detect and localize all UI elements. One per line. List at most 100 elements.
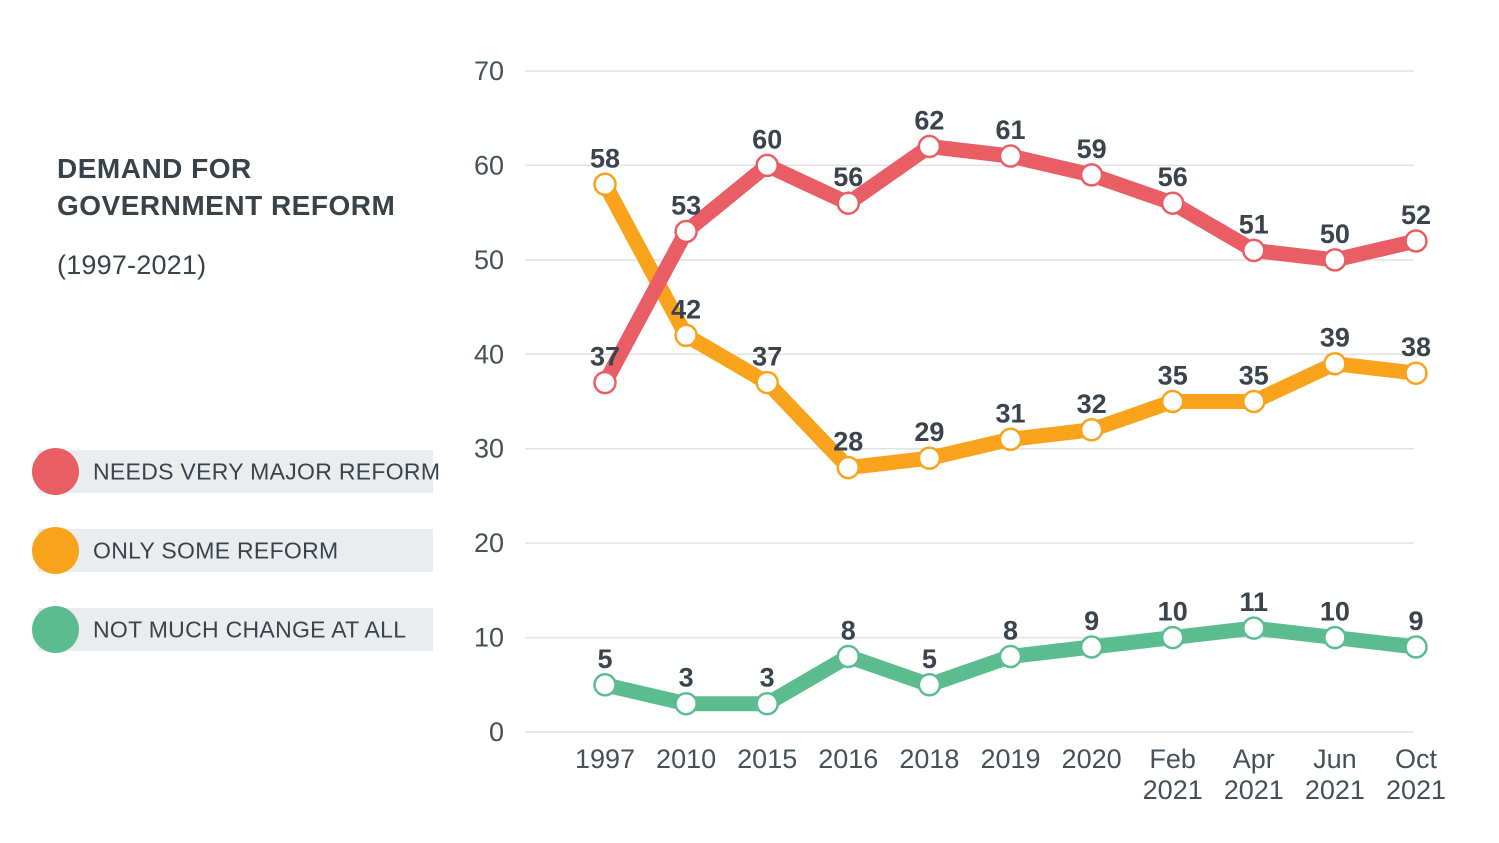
data-label-only-some-reform-2016: 28 xyxy=(833,427,863,457)
data-label-needs-very-major-reform-2015: 60 xyxy=(752,124,782,154)
y-axis-tick-70: 70 xyxy=(474,56,504,86)
data-marker-only-some-reform-2015 xyxy=(755,370,779,395)
data-label-not-much-change-at-all-2019: 8 xyxy=(1003,616,1018,646)
y-axis-tick-0: 0 xyxy=(489,717,504,747)
data-marker-only-some-reform-apr-2021 xyxy=(1242,389,1266,414)
data-marker-needs-very-major-reform-feb-2021 xyxy=(1160,191,1185,215)
data-label-only-some-reform-2019: 31 xyxy=(995,398,1025,428)
data-marker-needs-very-major-reform-oct-2021 xyxy=(1404,229,1428,253)
y-axis-tick-40: 40 xyxy=(474,339,504,369)
data-label-needs-very-major-reform-feb-2021: 56 xyxy=(1158,162,1188,192)
x-axis-label-feb-2021: Feb 2021 xyxy=(1143,744,1203,805)
legend-swatch-orange-circle xyxy=(32,527,79,574)
y-axis-tick-20: 20 xyxy=(474,528,504,558)
legend: NEEDS VERY MAJOR REFORM ONLY SOME REFORM… xyxy=(32,448,440,685)
data-marker-only-some-reform-1997 xyxy=(593,172,617,197)
data-label-only-some-reform-2018: 29 xyxy=(914,417,944,447)
data-marker-only-some-reform-jun-2021 xyxy=(1323,351,1347,376)
data-label-only-some-reform-oct-2021: 38 xyxy=(1401,332,1431,362)
legend-swatch-red-circle xyxy=(32,448,79,495)
data-marker-not-much-change-at-all-2020 xyxy=(1079,635,1104,659)
y-axis-tick-30: 30 xyxy=(474,434,504,464)
data-marker-needs-very-major-reform-2019 xyxy=(998,144,1023,168)
legend-label-background xyxy=(38,450,433,493)
data-label-not-much-change-at-all-2010: 3 xyxy=(679,663,694,693)
legend-swatch-green-circle xyxy=(32,606,79,653)
x-axis-label-2020: 2020 xyxy=(1062,744,1122,774)
legend-label-background xyxy=(38,529,433,572)
x-axis-label-1997: 1997 xyxy=(575,744,635,774)
data-label-only-some-reform-2020: 32 xyxy=(1077,389,1107,419)
data-label-not-much-change-at-all-2015: 3 xyxy=(760,663,775,693)
data-marker-only-some-reform-2016 xyxy=(836,455,861,480)
data-marker-not-much-change-at-all-2015 xyxy=(755,691,779,716)
data-marker-not-much-change-at-all-feb-2021 xyxy=(1160,625,1185,650)
data-label-only-some-reform-apr-2021: 35 xyxy=(1239,361,1269,391)
legend-item-only-some-reform: ONLY SOME REFORM xyxy=(32,527,433,574)
data-marker-not-much-change-at-all-2010 xyxy=(674,691,698,716)
data-marker-needs-very-major-reform-2016 xyxy=(836,191,861,215)
data-marker-only-some-reform-2018 xyxy=(917,446,942,470)
data-label-needs-very-major-reform-oct-2021: 52 xyxy=(1401,200,1431,230)
data-marker-needs-very-major-reform-2018 xyxy=(917,134,942,159)
x-axis-label-2018: 2018 xyxy=(899,744,959,774)
y-axis-tick-50: 50 xyxy=(474,245,504,275)
data-label-not-much-change-at-all-oct-2021: 9 xyxy=(1408,606,1423,636)
data-label-needs-very-major-reform-jun-2021: 50 xyxy=(1320,219,1350,249)
x-axis-label-2010: 2010 xyxy=(656,744,716,774)
y-axis-tick-10: 10 xyxy=(474,623,504,653)
data-marker-needs-very-major-reform-jun-2021 xyxy=(1323,248,1347,272)
data-marker-needs-very-major-reform-apr-2021 xyxy=(1242,238,1266,263)
data-marker-needs-very-major-reform-1997 xyxy=(593,370,617,395)
data-label-not-much-change-at-all-2016: 8 xyxy=(841,616,856,646)
x-axis-label-oct-2021: Oct 2021 xyxy=(1386,744,1446,805)
data-marker-not-much-change-at-all-2016 xyxy=(836,644,861,669)
data-label-needs-very-major-reform-2019: 61 xyxy=(995,115,1025,145)
x-axis-label-2016: 2016 xyxy=(818,744,878,774)
data-marker-not-much-change-at-all-apr-2021 xyxy=(1242,616,1266,640)
data-marker-not-much-change-at-all-1997 xyxy=(593,673,617,697)
data-marker-not-much-change-at-all-jun-2021 xyxy=(1323,625,1347,650)
data-marker-needs-very-major-reform-2020 xyxy=(1079,163,1104,187)
data-label-only-some-reform-1997: 58 xyxy=(590,143,620,173)
legend-label-background xyxy=(38,608,433,651)
data-label-only-some-reform-feb-2021: 35 xyxy=(1158,361,1188,391)
data-marker-not-much-change-at-all-2018 xyxy=(917,673,942,697)
series-line-needs-very-major-reform xyxy=(597,139,1424,391)
header: DEMAND FOR GOVERNMENT REFORM (1997-2021) xyxy=(57,150,427,280)
data-label-needs-very-major-reform-2020: 59 xyxy=(1077,134,1107,164)
chart-title: DEMAND FOR GOVERNMENT REFORM xyxy=(57,153,396,221)
x-axis-label-2015: 2015 xyxy=(737,744,797,774)
x-axis-label-jun-2021: Jun 2021 xyxy=(1305,744,1365,805)
legend-item-needs-very-major-reform: NEEDS VERY MAJOR REFORM xyxy=(32,448,440,495)
data-marker-only-some-reform-2020 xyxy=(1079,418,1104,442)
data-marker-needs-very-major-reform-2015 xyxy=(755,153,779,178)
legend-label: ONLY SOME REFORM xyxy=(93,537,339,563)
data-label-only-some-reform-jun-2021: 39 xyxy=(1320,323,1350,353)
data-marker-not-much-change-at-all-2019 xyxy=(998,644,1023,669)
data-label-not-much-change-at-all-apr-2021: 11 xyxy=(1240,587,1269,617)
data-label-needs-very-major-reform-1997: 37 xyxy=(590,342,620,372)
data-label-not-much-change-at-all-jun-2021: 10 xyxy=(1320,597,1350,627)
data-label-needs-very-major-reform-apr-2021: 51 xyxy=(1239,209,1269,239)
data-label-not-much-change-at-all-2018: 5 xyxy=(922,644,937,674)
data-label-not-much-change-at-all-1997: 5 xyxy=(597,644,612,674)
legend-label: NOT MUCH CHANGE AT ALL xyxy=(93,616,407,642)
y-axis-tick-60: 60 xyxy=(474,150,504,180)
data-marker-not-much-change-at-all-oct-2021 xyxy=(1404,635,1428,659)
data-marker-only-some-reform-2019 xyxy=(998,427,1023,452)
x-axis-label-apr-2021: Apr 2021 xyxy=(1224,744,1284,805)
data-marker-needs-very-major-reform-2010 xyxy=(674,219,698,244)
legend-label: NEEDS VERY MAJOR REFORM xyxy=(93,458,441,484)
chart-subtitle: (1997-2021) xyxy=(57,250,207,280)
data-label-needs-very-major-reform-2010: 53 xyxy=(671,191,701,221)
data-label-only-some-reform-2015: 37 xyxy=(752,342,782,372)
data-marker-only-some-reform-oct-2021 xyxy=(1404,361,1428,385)
data-label-needs-very-major-reform-2018: 62 xyxy=(914,106,944,136)
data-marker-only-some-reform-feb-2021 xyxy=(1160,389,1185,414)
data-label-not-much-change-at-all-feb-2021: 10 xyxy=(1158,597,1188,627)
data-marker-only-some-reform-2010 xyxy=(674,323,698,348)
data-label-only-some-reform-2010: 42 xyxy=(671,294,701,324)
